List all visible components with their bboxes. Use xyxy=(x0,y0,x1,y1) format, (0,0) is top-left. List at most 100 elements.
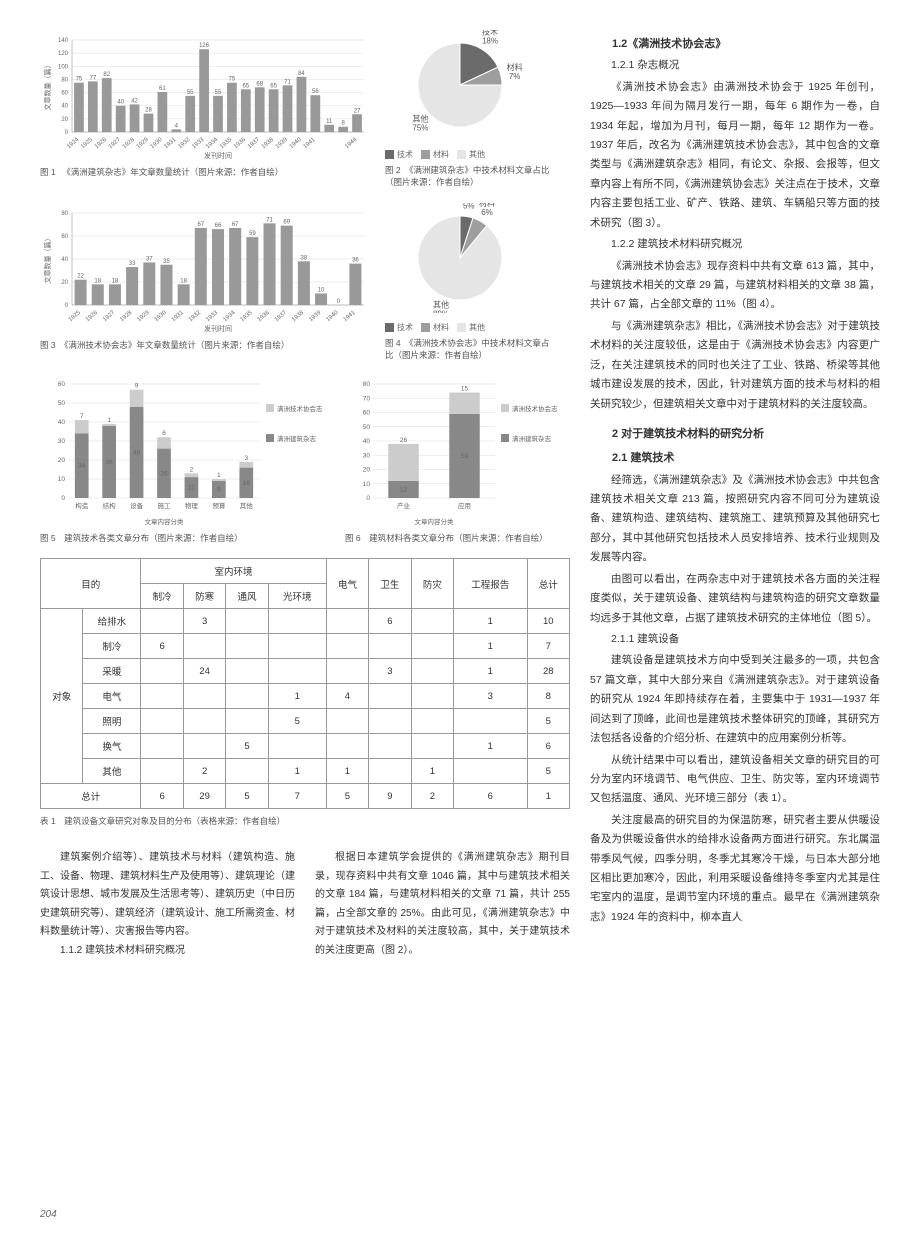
svg-text:80: 80 xyxy=(61,211,68,217)
svg-text:40: 40 xyxy=(363,438,371,445)
svg-text:1929: 1929 xyxy=(136,137,151,151)
svg-text:物理: 物理 xyxy=(185,501,199,510)
svg-text:1930: 1930 xyxy=(154,309,169,323)
svg-text:10: 10 xyxy=(58,476,66,483)
svg-text:80: 80 xyxy=(363,381,371,388)
svg-text:60: 60 xyxy=(61,234,68,240)
svg-text:结构: 结构 xyxy=(103,501,117,510)
svg-text:7: 7 xyxy=(80,413,84,420)
svg-text:48: 48 xyxy=(133,449,141,456)
svg-text:50: 50 xyxy=(58,400,66,407)
svg-text:0: 0 xyxy=(65,130,69,136)
svg-text:20: 20 xyxy=(363,466,371,473)
svg-text:1938: 1938 xyxy=(261,137,276,151)
fig2-caption: 图 2 《满洲建筑杂志》中技术材料文章占比（图片来源：作者自绘） xyxy=(385,165,555,189)
svg-text:80: 80 xyxy=(61,77,68,83)
bl-p1: 建筑案例介绍等）、建筑技术与材料（建筑构造、施工、设备、物理、建筑材料生产及使用… xyxy=(40,849,295,942)
svg-text:40: 40 xyxy=(61,257,68,263)
svg-text:100: 100 xyxy=(58,64,69,70)
svg-text:75: 75 xyxy=(229,77,236,83)
svg-text:35: 35 xyxy=(163,259,170,265)
svg-text:20: 20 xyxy=(58,457,66,464)
svg-text:1935: 1935 xyxy=(219,137,234,151)
svg-text:33: 33 xyxy=(129,261,136,267)
svg-text:1936: 1936 xyxy=(257,309,272,323)
svg-text:1937: 1937 xyxy=(274,309,289,323)
svg-text:1940: 1940 xyxy=(289,137,304,151)
svg-text:文章内容分类: 文章内容分类 xyxy=(415,517,455,526)
svg-text:技术: 技术 xyxy=(482,30,498,37)
svg-text:84: 84 xyxy=(298,71,305,77)
svg-text:55: 55 xyxy=(215,90,222,96)
r-p2: 《满洲技术协会志》现存资料中共有文章 613 篇，其中，与建筑技术相关的文章 2… xyxy=(590,257,880,315)
svg-text:56: 56 xyxy=(312,89,319,95)
svg-text:82: 82 xyxy=(103,72,110,78)
svg-text:42: 42 xyxy=(131,98,138,104)
svg-text:120: 120 xyxy=(58,51,69,57)
svg-text:1930: 1930 xyxy=(150,137,165,151)
svg-text:77: 77 xyxy=(90,75,97,81)
fig2: 技术18%材料7%其他75% 技术材料其他 图 2 《满洲建筑杂志》中技术材料文… xyxy=(385,30,555,189)
table1: 目的室内环境电气卫生防灾工程报告总计制冷防寒通风光环境对象给排水36110制冷6… xyxy=(40,558,570,809)
r-p6: 建筑设备是建筑技术方向中受到关注最多的一项，共包含 57 篇文章，其中大部分来自… xyxy=(590,651,880,748)
svg-text:20: 20 xyxy=(61,280,68,286)
svg-text:69: 69 xyxy=(283,219,290,225)
svg-text:38: 38 xyxy=(106,458,114,465)
svg-text:5%: 5% xyxy=(463,203,475,211)
svg-text:60: 60 xyxy=(363,409,371,416)
svg-text:1924: 1924 xyxy=(66,137,81,151)
svg-text:70: 70 xyxy=(363,395,371,402)
fig4-legend: 技术材料其他 xyxy=(385,322,555,334)
svg-text:设备: 设备 xyxy=(130,501,144,510)
svg-text:满洲建筑杂志: 满洲建筑杂志 xyxy=(277,434,317,443)
svg-text:1925: 1925 xyxy=(80,137,95,151)
svg-text:10: 10 xyxy=(363,480,371,487)
svg-text:满洲建筑杂志: 满洲建筑杂志 xyxy=(512,434,552,443)
table1-caption: 表 1 建筑设备文章研究对象及目的分布（表格来源：作者自绘） xyxy=(40,815,570,827)
svg-text:1939: 1939 xyxy=(308,309,323,323)
svg-text:65: 65 xyxy=(270,83,277,89)
fig5-caption: 图 5 建筑技术各类文章分布（图片来源：作者自绘） xyxy=(40,533,330,545)
h-1-2-2: 1.2.2 建筑技术材料研究概况 xyxy=(590,235,880,254)
svg-text:9: 9 xyxy=(135,382,139,389)
svg-text:65: 65 xyxy=(242,83,249,89)
svg-text:1937: 1937 xyxy=(247,137,262,151)
svg-text:1925: 1925 xyxy=(68,309,83,323)
svg-text:其他: 其他 xyxy=(412,114,428,124)
r-p3: 与《满洲建筑杂志》相比，《满洲技术协会志》对于建筑技术材料的关注度较低，这是由于… xyxy=(590,317,880,414)
svg-text:89%: 89% xyxy=(433,309,449,312)
svg-text:应用: 应用 xyxy=(458,501,471,510)
h-2: 2 对于建筑技术材料的研究分析 xyxy=(590,424,880,444)
svg-text:75%: 75% xyxy=(412,124,428,133)
svg-text:3: 3 xyxy=(244,454,248,461)
svg-text:产业: 产业 xyxy=(397,501,411,510)
svg-text:1: 1 xyxy=(107,416,111,423)
svg-text:1932: 1932 xyxy=(177,137,192,151)
svg-text:1936: 1936 xyxy=(233,137,248,151)
svg-text:28: 28 xyxy=(145,108,152,114)
svg-text:1932: 1932 xyxy=(188,309,203,323)
h-1-2-1: 1.2.1 杂志概况 xyxy=(590,56,880,75)
svg-text:40: 40 xyxy=(58,419,66,426)
svg-text:50: 50 xyxy=(363,423,371,430)
svg-text:1: 1 xyxy=(217,472,221,479)
svg-text:发刊时间: 发刊时间 xyxy=(204,151,232,160)
h-1-2: 1.2《满洲技术协会志》 xyxy=(590,34,880,54)
svg-text:其他: 其他 xyxy=(240,501,254,510)
r-p5: 由图可以看出，在两杂志中对于建筑技术各方面的关注程度类似，关于建筑设备、建筑结构… xyxy=(590,570,880,628)
fig1: 0204060801001201407519247719258219264019… xyxy=(40,30,370,189)
svg-text:68: 68 xyxy=(256,81,263,87)
svg-text:140: 140 xyxy=(58,38,69,44)
svg-text:11: 11 xyxy=(188,484,195,491)
bottom-text: 建筑案例介绍等）、建筑技术与材料（建筑构造、施工、设备、物理、建筑材料生产及使用… xyxy=(40,849,570,960)
svg-text:10: 10 xyxy=(318,287,325,293)
svg-text:9: 9 xyxy=(217,486,221,493)
svg-text:67: 67 xyxy=(232,222,239,228)
svg-text:1929: 1929 xyxy=(136,309,151,323)
svg-text:文章内容分类: 文章内容分类 xyxy=(145,517,185,526)
svg-text:1944: 1944 xyxy=(344,137,359,151)
svg-text:61: 61 xyxy=(159,86,166,92)
svg-text:15: 15 xyxy=(461,385,469,392)
svg-text:38: 38 xyxy=(301,255,308,261)
svg-text:8: 8 xyxy=(341,121,345,127)
